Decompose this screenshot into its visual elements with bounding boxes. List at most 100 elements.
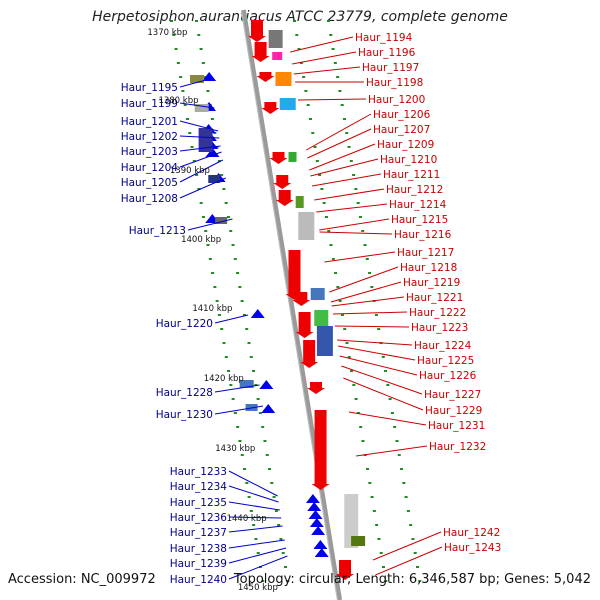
scale-dot [197, 34, 201, 36]
scale-dot [233, 258, 237, 260]
scale-dot [227, 370, 231, 372]
gene-label-right: Haur_1219 [403, 277, 460, 289]
gene-label-left: Haur_1208 [121, 193, 178, 205]
reverse-gene [202, 72, 217, 81]
kbp-label: 1430 kbp [215, 444, 255, 454]
gene-label-right: Haur_1226 [419, 370, 477, 382]
leader-line [228, 501, 280, 511]
scale-dot [345, 132, 349, 134]
scale-dot [249, 510, 253, 512]
scale-dot [381, 356, 385, 358]
scale-dot [236, 272, 240, 274]
scale-dot [176, 62, 180, 64]
cds-box [268, 30, 283, 48]
reverse-gene [309, 518, 324, 527]
scale-dot [377, 538, 381, 540]
gene-label-right: Haur_1229 [425, 405, 482, 417]
reverse-gene [313, 540, 328, 549]
gene-label-left: Haur_1220 [156, 318, 213, 330]
scale-dot [340, 314, 344, 316]
scale-dot [293, 20, 296, 22]
kbp-label: 1420 kbp [204, 374, 244, 384]
scale-dot [345, 342, 349, 344]
gene-label-left: Haur_1204 [121, 162, 179, 174]
scale-dot [238, 286, 242, 288]
gene-label-left: Haur_1199 [121, 98, 178, 110]
scale-dot [217, 160, 221, 162]
kbp-label: 1440 kbp [227, 514, 267, 524]
leader-line [316, 203, 388, 213]
scale-dot [229, 230, 233, 232]
scale-dot [224, 356, 228, 358]
leader-line [179, 159, 224, 183]
scale-dot [306, 104, 310, 106]
leader-line [228, 516, 282, 519]
scale-dot [366, 468, 370, 470]
scale-dot [413, 552, 417, 554]
kbp-label: 1380 kbp [158, 96, 198, 106]
scale-labels: 1370 kbp 1380 kbp 1390 kbp 1400 kbp 1410 kbp… [147, 28, 278, 593]
scale-dot [374, 314, 378, 316]
forward-gene [248, 20, 266, 42]
scale-dot [406, 510, 410, 512]
kbp-label: 1410 kbp [192, 304, 232, 314]
gene-label-right: Haur_1221 [406, 292, 463, 304]
reverse-gene [308, 510, 323, 519]
scale-dot [304, 90, 308, 92]
scale-dot [390, 412, 394, 414]
scale-dot [281, 552, 285, 554]
leader-line [307, 128, 372, 159]
scale-dot [352, 174, 356, 176]
leader-line [214, 314, 249, 324]
scale-dot [188, 132, 192, 134]
scale-dot [358, 216, 362, 218]
cds-box [298, 212, 315, 240]
scale-dot [322, 202, 326, 204]
scale-dot [356, 412, 360, 414]
scale-dot [411, 538, 415, 540]
gene-label-left: Haur_1201 [121, 116, 178, 128]
leader-line [228, 525, 283, 533]
scale-dot [375, 524, 379, 526]
cds-box [279, 98, 296, 110]
features [189, 20, 366, 580]
cds-box [316, 326, 333, 356]
leader-line [179, 135, 220, 139]
leader-line [228, 539, 285, 549]
scale-dot [336, 76, 340, 78]
gene-label-right: Haur_1200 [368, 94, 425, 106]
scale-dot [268, 468, 272, 470]
gene-label-left: Haur_1195 [121, 82, 178, 94]
leader-line [332, 311, 408, 315]
gene-label-right: Haur_1194 [355, 32, 413, 44]
scale-dot [388, 398, 392, 400]
leader-line [214, 405, 264, 415]
leader-line [334, 325, 410, 328]
scale-dot [172, 34, 176, 36]
callouts: Haur_1195 Haur_1199 Haur_1201 Haur_1202 Haur… [121, 32, 502, 586]
scale-dot [384, 370, 388, 372]
scale-dot [342, 118, 346, 120]
scale-dot [252, 370, 256, 372]
scale-dot [415, 566, 419, 568]
scale-dot [206, 244, 210, 246]
scale-dot [370, 286, 374, 288]
gene-label-right: Haur_1198 [366, 77, 423, 89]
scale-dot [231, 398, 235, 400]
scale-dot [402, 482, 406, 484]
gene-label-right: Haur_1222 [409, 307, 466, 319]
scale-dot [222, 342, 226, 344]
reverse-gene [311, 526, 326, 535]
scale-dot [315, 160, 319, 162]
leader-line [228, 555, 288, 580]
scale-dot [352, 384, 356, 386]
scale-dot [220, 174, 224, 176]
leader-line [179, 120, 219, 132]
cds-box [272, 52, 283, 60]
scale-dot [331, 258, 335, 260]
scale-dot [336, 286, 340, 288]
scale-dot [370, 496, 374, 498]
scale-dot [277, 524, 281, 526]
gene-label-right: Haur_1243 [444, 542, 501, 554]
